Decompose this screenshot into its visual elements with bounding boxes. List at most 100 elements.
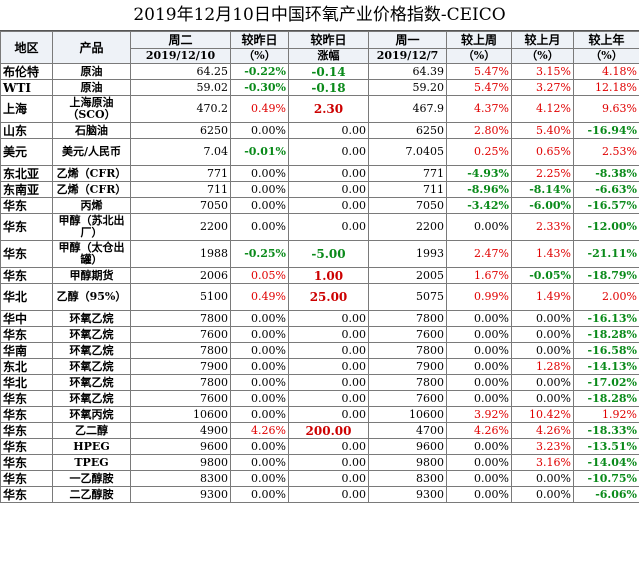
tue-price-cell: 711 (130, 181, 231, 198)
month-change-cell: 0.00% (511, 310, 574, 327)
table-row: 华东 TPEG 9800 0.00% 0.00 9800 0.00% 3.16% -14.04% (0, 454, 639, 471)
header-region: 地区 (0, 31, 53, 64)
header-vs-prev-day-unit: （%） (230, 48, 289, 64)
table-row: 上海 上海原油（SCO） 470.2 0.49% 2.30 467.9 4.37% 4.12%… (0, 95, 639, 123)
day-change-abs-cell: 2.30 (288, 95, 369, 123)
product-cell: 原油 (52, 79, 131, 96)
header-vs-prev-day-pct: 较昨日 (230, 31, 289, 49)
month-change-cell: -8.14% (511, 181, 574, 198)
region-cell: 美元 (0, 138, 53, 166)
month-change-cell: 4.12% (511, 95, 574, 123)
year-change-cell: -6.06% (573, 486, 639, 503)
table-row: 东北 环氧乙烷 7900 0.00% 0.00 7900 0.00% 1.28% -14.13% (0, 358, 639, 375)
day-change-pct-cell: 0.00% (230, 310, 289, 327)
mon-price-cell: 7800 (368, 310, 447, 327)
day-change-pct-cell: -0.01% (230, 138, 289, 166)
day-change-abs-cell: 0.00 (288, 326, 369, 343)
month-change-cell: -6.00% (511, 197, 574, 214)
header-subrow: 2019/12/10 （%） 涨幅 2019/12/7 （%） （%） （%） (1, 48, 639, 64)
mon-price-cell: 7600 (368, 390, 447, 407)
month-change-cell: 2.33% (511, 213, 574, 241)
region-cell: 华南 (0, 342, 53, 359)
mon-price-cell: 7050 (368, 197, 447, 214)
month-change-cell: 0.00% (511, 486, 574, 503)
tue-price-cell: 7600 (130, 390, 231, 407)
year-change-cell: 2.00% (573, 283, 639, 311)
header-vs-prev-day-sub: 涨幅 (288, 48, 369, 64)
week-change-cell: 0.00% (446, 213, 512, 241)
year-change-cell: -16.57% (573, 197, 639, 214)
day-change-pct-cell: 0.49% (230, 95, 289, 123)
tue-price-cell: 2200 (130, 213, 231, 241)
year-change-cell: -10.75% (573, 470, 639, 487)
header-mon-date: 2019/12/7 (368, 48, 447, 64)
region-cell: 华东 (0, 326, 53, 343)
region-cell: WTI (0, 79, 53, 96)
tue-price-cell: 470.2 (130, 95, 231, 123)
week-change-cell: 0.00% (446, 358, 512, 375)
day-change-pct-cell: 0.00% (230, 406, 289, 423)
tue-price-cell: 9600 (130, 438, 231, 455)
day-change-pct-cell: 0.00% (230, 358, 289, 375)
mon-price-cell: 9300 (368, 486, 447, 503)
year-change-cell: -14.04% (573, 454, 639, 471)
product-cell: 一乙醇胺 (52, 470, 131, 487)
week-change-cell: 2.80% (446, 122, 512, 139)
week-change-cell: 0.00% (446, 438, 512, 455)
header-row: 地区 产品 周二 较昨日 较昨日 周一 较上周 较上月 较上年 (0, 31, 639, 64)
year-change-cell: -14.13% (573, 358, 639, 375)
mon-price-cell: 8300 (368, 470, 447, 487)
year-change-cell: -21.11% (573, 240, 639, 268)
mon-price-cell: 59.20 (368, 79, 447, 96)
day-change-pct-cell: 0.49% (230, 283, 289, 311)
tue-price-cell: 59.02 (130, 79, 231, 96)
tue-price-cell: 6250 (130, 122, 231, 139)
week-change-cell: 0.00% (446, 310, 512, 327)
tue-price-cell: 1988 (130, 240, 231, 268)
table-row: 华东 丙烯 7050 0.00% 0.00 7050 -3.42% -6.00% -16.57% (0, 197, 639, 214)
product-cell: 环氧丙烷 (52, 406, 131, 423)
day-change-abs-cell: 0.00 (288, 438, 369, 455)
month-change-cell: 3.15% (511, 63, 574, 80)
region-cell: 华东 (0, 213, 53, 241)
product-cell: 环氧乙烷 (52, 374, 131, 391)
product-cell: 乙烯（CFR） (52, 181, 131, 198)
day-change-pct-cell: 0.00% (230, 374, 289, 391)
mon-price-cell: 7900 (368, 358, 447, 375)
year-change-cell: 12.18% (573, 79, 639, 96)
table-row: 华东 一乙醇胺 8300 0.00% 0.00 8300 0.00% 0.00% -10.75% (0, 470, 639, 487)
mon-price-cell: 2005 (368, 267, 447, 284)
product-cell: 石脑油 (52, 122, 131, 139)
day-change-abs-cell: 0.00 (288, 374, 369, 391)
product-cell: TPEG (52, 454, 131, 471)
tue-price-cell: 5100 (130, 283, 231, 311)
year-change-cell: -17.02% (573, 374, 639, 391)
table-body: 布伦特 原油 64.25 -0.22% -0.14 64.39 5.47% 3.15% 4.18… (0, 63, 639, 503)
day-change-abs-cell: 0.00 (288, 165, 369, 182)
table-row: 山东 石脑油 6250 0.00% 0.00 6250 2.80% 5.40% -16.94% (0, 122, 639, 139)
tue-price-cell: 7800 (130, 342, 231, 359)
tue-price-cell: 8300 (130, 470, 231, 487)
table-row: 华东 二乙醇胺 9300 0.00% 0.00 9300 0.00% 0.00% -6.06% (0, 486, 639, 503)
day-change-pct-cell: 0.00% (230, 181, 289, 198)
table-row: 华北 环氧乙烷 7800 0.00% 0.00 7800 0.00% 0.00% -17.02% (0, 374, 639, 391)
region-cell: 华东 (0, 454, 53, 471)
region-cell: 华东 (0, 438, 53, 455)
month-change-cell: 3.23% (511, 438, 574, 455)
table-row: 华东 HPEG 9600 0.00% 0.00 9600 0.00% 3.23% -13.51% (0, 438, 639, 455)
mon-price-cell: 771 (368, 165, 447, 182)
year-change-cell: -18.33% (573, 422, 639, 439)
mon-price-cell: 467.9 (368, 95, 447, 123)
product-cell: 环氧乙烷 (52, 310, 131, 327)
day-change-pct-cell: 4.26% (230, 422, 289, 439)
table-row: 华东 乙二醇 4900 4.26% 200.00 4700 4.26% 4.26% -18.33… (0, 422, 639, 439)
year-change-cell: -18.28% (573, 326, 639, 343)
region-cell: 华东 (0, 422, 53, 439)
day-change-abs-cell: 25.00 (288, 283, 369, 311)
week-change-cell: 5.47% (446, 79, 512, 96)
table-row: 华东 甲醇期货 2006 0.05% 1.00 2005 1.67% -0.05% -18.79… (0, 267, 639, 284)
week-change-cell: 3.92% (446, 406, 512, 423)
day-change-pct-cell: 0.00% (230, 326, 289, 343)
region-cell: 华东 (0, 470, 53, 487)
week-change-cell: 4.37% (446, 95, 512, 123)
